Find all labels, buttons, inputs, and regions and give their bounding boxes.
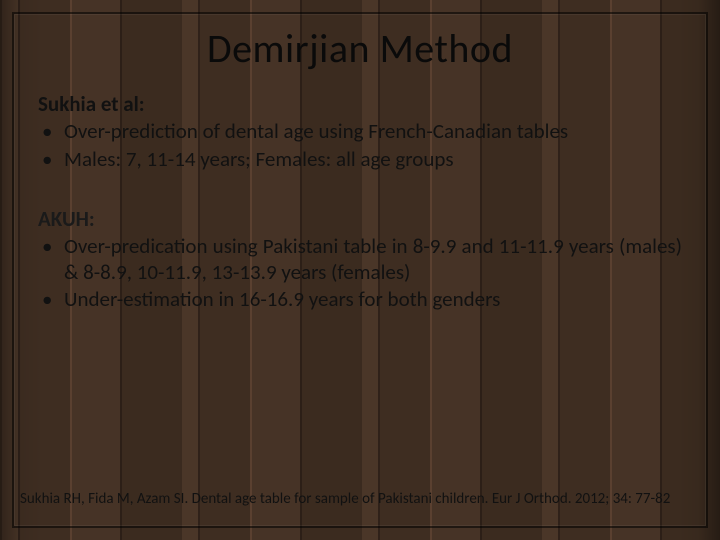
bullet-list-sukhia: Over-prediction of dental age using Fren… [38,119,682,172]
slide-title: Demirjian Method [14,24,706,73]
citation-text: Sukhia RH, Fida M, Azam SI. Dental age t… [14,490,706,508]
slide-frame: Demirjian Method Sukhia et al: Over-pred… [12,12,708,528]
list-item: Males: 7, 11-14 years; Females: all age … [38,147,682,173]
section-akuh: AKUH: Over-predication using Pakistani t… [38,206,682,313]
list-item: Under-estimation in 16-16.9 years for bo… [38,287,682,313]
list-item: Over-predication using Pakistani table i… [38,234,682,285]
bullet-text: Under-estimation in 16-16.9 years for bo… [64,287,682,313]
bullet-text: Over-predication using Pakistani table i… [64,234,682,285]
bullet-text: Over-prediction of dental age using Fren… [64,118,568,144]
section-heading-sukhia: Sukhia et al: [38,91,682,117]
list-item: Over-prediction of dental age using Fren… [38,119,682,145]
section-heading-akuh: AKUH: [38,206,682,232]
bullet-list-akuh: Over-predication using Pakistani table i… [38,234,682,313]
slide-content: Sukhia et al: Over-prediction of dental … [14,91,706,313]
bullet-text: Males: 7, 11-14 years; Females: all age … [64,146,454,172]
section-sukhia: Sukhia et al: Over-prediction of dental … [38,91,682,172]
